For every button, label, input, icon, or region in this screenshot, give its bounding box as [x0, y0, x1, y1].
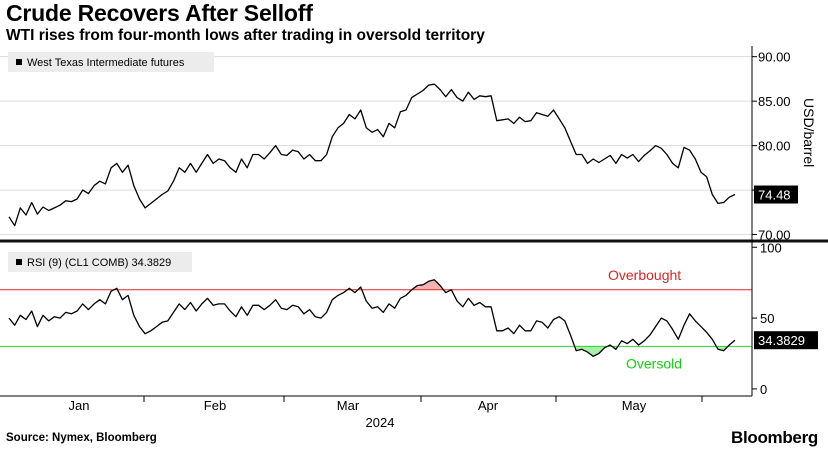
rsi-panel: Overbought Oversold RSI (9) (CL1 COMB) 3…	[0, 240, 818, 397]
x-tick-label: Feb	[204, 398, 226, 413]
rsi-legend: RSI (9) (CL1 COMB) 34.3829	[8, 252, 192, 272]
rsi-series-line	[8, 279, 736, 357]
x-tick-label: Mar	[337, 398, 360, 413]
rsi-tick-label: 0	[760, 382, 767, 397]
rsi-tick-label: 50	[760, 311, 774, 326]
chart-title: Crude Recovers After Selloff	[6, 0, 313, 26]
bloomberg-logo: Bloomberg	[730, 428, 818, 447]
price-last-value: 74.48	[758, 188, 791, 203]
rsi-last-value-badge: 34.3829	[754, 331, 818, 350]
source-note: Source: Nymex, Bloomberg	[6, 432, 157, 444]
price-legend: West Texas Intermediate futures	[8, 52, 214, 72]
legend-swatch	[16, 259, 22, 265]
x-tick-label: Apr	[478, 398, 499, 413]
price-tick-label: 90.00	[758, 50, 791, 65]
oversold-label: Oversold	[626, 355, 682, 371]
rsi-oversold-fill	[574, 346, 728, 357]
price-legend-label: West Texas Intermediate futures	[27, 57, 185, 69]
rsi-overbought-fill	[113, 279, 444, 290]
price-tick-label: 85.00	[758, 94, 791, 109]
price-last-value-badge: 74.48	[754, 185, 798, 204]
x-tick-label: Jan	[69, 398, 90, 413]
rsi-tick-label: 100	[760, 240, 782, 255]
x-tick-label: May	[622, 398, 647, 413]
price-tick-label: 70.00	[758, 228, 791, 243]
price-panel: West Texas Intermediate futures 70.0075.…	[0, 50, 817, 243]
overbought-label: Overbought	[608, 267, 681, 283]
legend-swatch	[16, 59, 22, 65]
price-y-axis-label: USD/barrel	[801, 98, 817, 167]
rsi-last-value: 34.3829	[758, 333, 805, 348]
chart-subtitle: WTI rises from four-month lows after tra…	[6, 27, 485, 44]
rsi-legend-label: RSI (9) (CL1 COMB) 34.3829	[27, 257, 171, 269]
x-axis-year: 2024	[366, 415, 395, 430]
price-series-line	[8, 83, 736, 227]
price-tick-label: 80.00	[758, 139, 791, 154]
